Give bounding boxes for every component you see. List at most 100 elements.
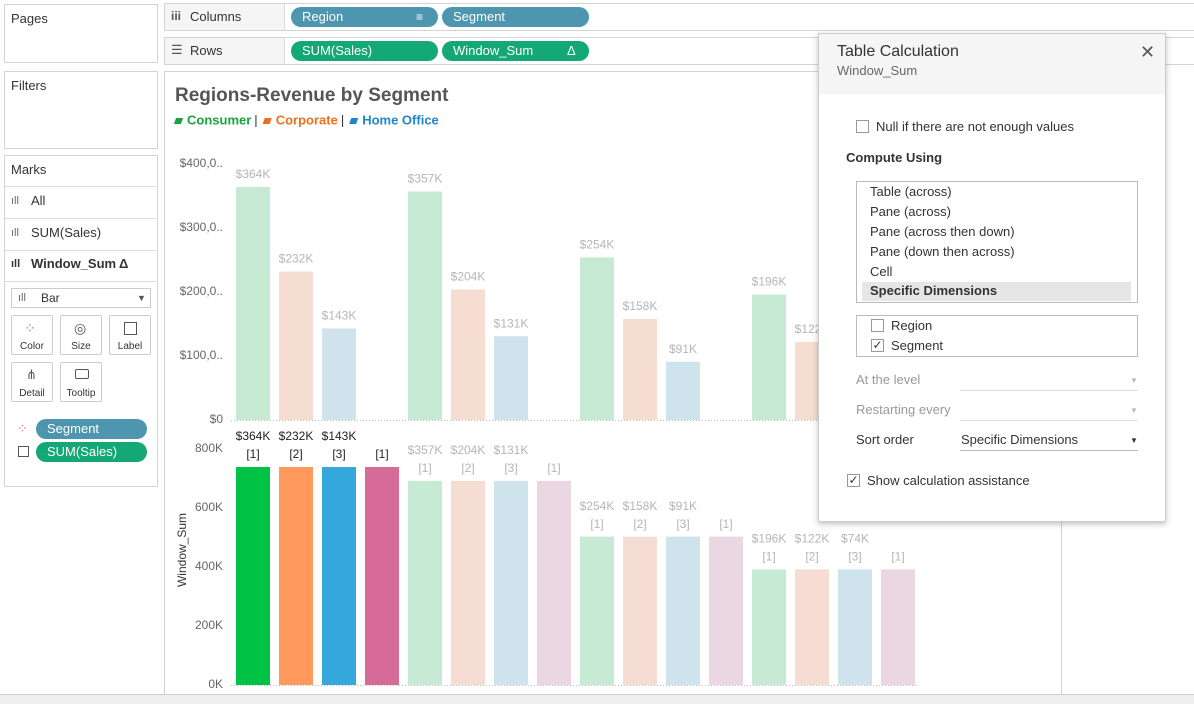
null-option[interactable]: Null if there are not enough values	[876, 119, 1075, 134]
marks-layer[interactable]: SUM(Sales)	[31, 225, 102, 240]
bar	[623, 318, 657, 420]
bar	[494, 480, 528, 685]
value-label: $254K	[580, 238, 615, 252]
color-button[interactable]: Color ⁘	[11, 315, 53, 355]
size-button[interactable]: Size ◎	[60, 315, 102, 355]
y-tick-label: 400K	[195, 559, 223, 573]
compute-option[interactable]: Specific Dimensions	[870, 283, 998, 298]
value-label: $74K	[841, 532, 869, 546]
index-label: [2]	[289, 447, 302, 461]
value-label: $143K	[322, 309, 357, 323]
bar	[666, 361, 700, 420]
compute-list	[856, 181, 1138, 303]
y-tick-label: $300,0..	[180, 220, 223, 234]
value-label: $196K	[752, 532, 787, 546]
window-sum-pill[interactable]: Window_Sum	[442, 41, 589, 61]
sales-pill[interactable]: SUM(Sales)	[291, 41, 438, 61]
detail-button[interactable]: Detail ⋔	[11, 362, 53, 402]
segment-pill[interactable]: Segment	[442, 7, 589, 27]
bar	[408, 191, 442, 420]
compute-option[interactable]: Pane (across)	[870, 204, 951, 219]
legend-label: Corporate	[276, 112, 338, 127]
bar	[451, 480, 485, 685]
filters-title: Filters	[11, 78, 47, 93]
pages-card	[4, 4, 158, 63]
bar	[666, 536, 700, 685]
close-button[interactable]: ✕	[1140, 42, 1156, 62]
index-label: [3]	[332, 447, 345, 461]
compute-option[interactable]: Pane (down then across)	[870, 244, 1015, 259]
button-label: Color	[20, 341, 44, 352]
index-label: [1]	[891, 550, 904, 564]
value-label: $357K	[408, 172, 443, 186]
label-button[interactable]: Label	[109, 315, 151, 355]
bar	[236, 466, 270, 685]
bar	[322, 328, 356, 420]
index-label: [2]	[461, 461, 474, 475]
marks-layer[interactable]: Window_Sum	[31, 256, 117, 271]
compute-option[interactable]: Cell	[870, 264, 893, 279]
bar	[752, 294, 786, 420]
index-label: [1]	[547, 461, 560, 475]
checkbox[interactable]: ✓	[847, 473, 860, 487]
bar	[881, 569, 915, 685]
value-label: $196K	[752, 275, 787, 289]
shelf-label: Columns	[190, 9, 242, 24]
value-label: $131K	[494, 443, 529, 457]
checkbox[interactable]: ✓	[871, 338, 884, 352]
dimension[interactable]: Region	[891, 318, 933, 333]
value-label: $204K	[451, 443, 486, 457]
marks-layer[interactable]: All	[31, 193, 46, 208]
value-label: $91K	[669, 342, 697, 356]
index-label: [3]	[504, 461, 517, 475]
button-label: Size	[71, 341, 91, 352]
index-label: [1]	[246, 447, 259, 461]
index-label: [3]	[676, 517, 689, 531]
bar	[752, 569, 786, 685]
value-label: $364K	[236, 167, 271, 181]
field-label: Sort order	[856, 432, 914, 447]
sales-pill[interactable]: SUM(Sales)	[36, 442, 147, 462]
pages-title: Pages	[11, 11, 48, 26]
marks-title: Marks	[11, 162, 47, 177]
bar	[709, 536, 743, 685]
value-label: $232K	[279, 252, 314, 266]
value-label: $204K	[451, 270, 486, 284]
tooltip-button[interactable]: Tooltip	[60, 362, 102, 402]
y-tick-label: 800K	[195, 441, 223, 455]
checkbox[interactable]	[856, 120, 869, 133]
delta-icon: Δ	[119, 256, 129, 271]
y-tick-label: $0	[210, 412, 224, 426]
bar	[279, 466, 313, 685]
field-label: At the level	[856, 372, 921, 387]
bar	[623, 536, 657, 685]
checkbox[interactable]	[871, 319, 884, 332]
legend-swatch	[262, 118, 272, 124]
index-label: [1]	[418, 461, 431, 475]
button-label: Label	[117, 341, 143, 352]
value-label: $364K	[236, 429, 271, 443]
y-axis-title: Window_Sum	[175, 513, 189, 587]
legend-swatch	[349, 118, 359, 124]
y-tick-label: 600K	[195, 500, 223, 514]
compute-option[interactable]: Table (across)	[870, 184, 952, 199]
segment-pill[interactable]: Segment	[36, 419, 147, 439]
mark-type-dropdown[interactable]	[11, 288, 151, 308]
value-label: $131K	[494, 316, 529, 330]
dimension[interactable]: Segment	[891, 338, 944, 353]
assist-option[interactable]: Show calculation assistance	[867, 473, 1030, 488]
legend-label: Home Office	[362, 112, 439, 127]
sort-dropdown[interactable]: Specific Dimensions	[961, 432, 1079, 447]
bar	[795, 569, 829, 685]
filters-card	[4, 71, 158, 149]
index-label: [1]	[375, 447, 388, 461]
region-pill[interactable]: Region	[291, 7, 438, 27]
compute-option[interactable]: Pane (across then down)	[870, 224, 1015, 239]
section-heading: Compute Using	[846, 150, 943, 165]
dialog-title: Table Calculation	[837, 43, 959, 60]
bar	[236, 187, 270, 420]
legend-separator: |	[254, 112, 257, 127]
index-label: [3]	[848, 550, 861, 564]
index-label: [1]	[590, 517, 603, 531]
